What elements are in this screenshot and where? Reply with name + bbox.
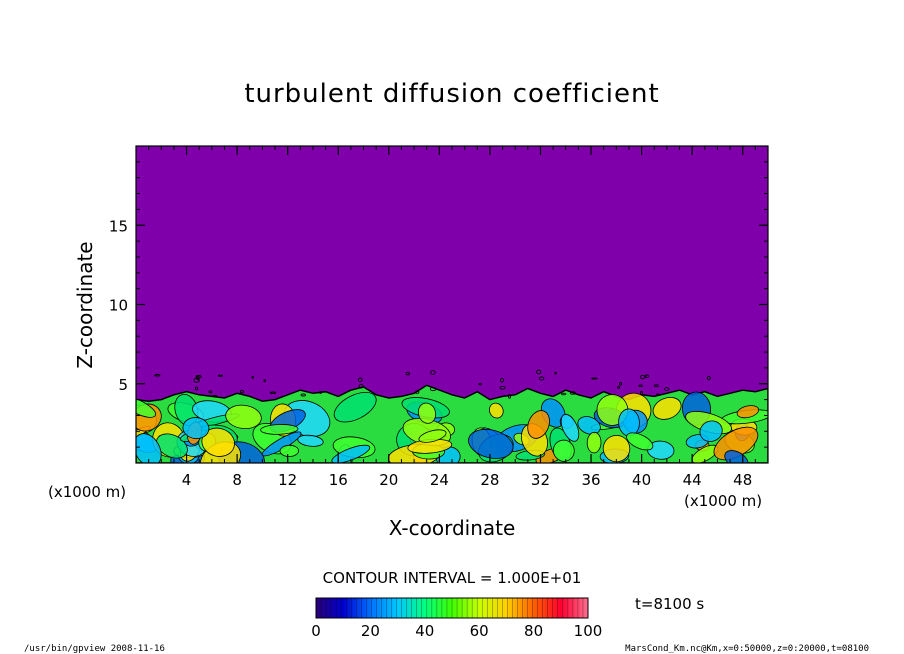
footer-left: /usr/bin/gpview 2008-11-16	[24, 644, 165, 654]
contour-ring	[405, 371, 411, 376]
colorbar-tick-label: 60	[470, 622, 489, 640]
contour-blob	[182, 417, 210, 440]
contour-blob	[560, 413, 580, 442]
contour-ring	[195, 375, 202, 379]
contour-ring	[538, 376, 545, 381]
y-ticks: 5 10 15	[109, 217, 768, 394]
contour-ring	[569, 391, 576, 395]
contour-ring	[638, 384, 643, 388]
colorbar-ticks: 0 20 40 60 80 100	[311, 622, 602, 640]
colorbar-tick-label: 40	[415, 622, 434, 640]
contour-interval-label: CONTOUR INTERVAL = 1.000E+01	[323, 569, 582, 587]
y-tick-label: 10	[109, 297, 128, 315]
x-tick-label: 12	[278, 471, 297, 489]
contour-blob	[297, 434, 324, 447]
contour-blob	[602, 434, 631, 463]
contour-ring	[239, 390, 245, 394]
plot-area	[135, 145, 769, 464]
contour-blob	[552, 439, 575, 462]
contour-ring	[499, 385, 506, 390]
contour-ring	[208, 390, 213, 394]
contour-blob	[652, 397, 682, 420]
colorbar-tick-label: 20	[361, 622, 380, 640]
contour-ring	[500, 377, 504, 383]
contour-ring	[616, 386, 621, 389]
contour-ring	[706, 375, 711, 381]
x-tick-label: 32	[531, 471, 550, 489]
x-tick-label: 40	[632, 471, 651, 489]
contour-ring	[319, 391, 322, 394]
contour-ring	[554, 371, 557, 375]
contour-blob	[468, 428, 514, 459]
x-tick-label: 8	[232, 471, 242, 489]
contour-ring	[619, 382, 623, 386]
contour-ring	[639, 375, 646, 380]
contour-ring	[536, 369, 542, 375]
time-label: t=8100 s	[635, 595, 704, 613]
contour-ring	[415, 390, 420, 394]
colorbar-stripes	[320, 598, 584, 618]
contour-ring	[640, 390, 643, 396]
x-tick-label: 16	[329, 471, 348, 489]
boundary-layer	[136, 369, 768, 463]
y-unit-label: (x1000 m)	[48, 483, 126, 501]
colorbar-tick-label: 100	[574, 622, 603, 640]
x-tick-label: 36	[581, 471, 600, 489]
contour-ring	[561, 392, 567, 396]
x-tick-label: 28	[480, 471, 499, 489]
contour-ring	[664, 387, 670, 391]
y-tick-label: 5	[118, 376, 128, 394]
contour-ring	[251, 375, 254, 379]
colorbar-tick-label: 0	[311, 622, 321, 640]
contour-blob	[156, 433, 188, 459]
contour-blob	[279, 444, 299, 457]
contour-blob	[136, 396, 157, 418]
contour-ring	[263, 379, 267, 383]
contour-ring	[429, 386, 437, 392]
contour-blob	[489, 402, 504, 419]
contour-blob	[136, 433, 162, 463]
contour-ring	[653, 384, 659, 388]
contour-blob	[699, 420, 723, 442]
contour-blob	[260, 424, 299, 435]
contour-ring	[300, 393, 307, 397]
contour-blob	[333, 391, 377, 423]
chart-title: turbulent diffusion coefficient	[244, 79, 659, 109]
contour-blob	[418, 429, 447, 443]
contour-blob	[577, 416, 601, 435]
x-unit-label: (x1000 m)	[684, 492, 762, 510]
contour-ring	[154, 374, 161, 377]
colorbar-tick-label: 80	[524, 622, 543, 640]
x-tick-label: 20	[379, 471, 398, 489]
contour-blob	[586, 431, 602, 454]
contour-blob	[527, 410, 550, 439]
contour-ring	[269, 391, 277, 394]
contour-ring	[194, 386, 199, 391]
contour-blob	[331, 444, 371, 463]
contour-ring	[430, 370, 436, 375]
x-ticks: 4 8 12 16 20 24 28 32 36 40 44 48	[182, 146, 752, 489]
contour-blob	[626, 432, 654, 451]
contour-ring	[478, 382, 482, 386]
contour-ring	[357, 377, 363, 382]
contour-blob	[736, 405, 760, 419]
contour-ring	[358, 383, 364, 389]
contour-ring	[211, 394, 218, 398]
contour-ring	[217, 374, 223, 377]
contour-ring	[656, 393, 660, 396]
contour-ring	[591, 377, 598, 380]
contour-blob	[417, 402, 437, 424]
x-axis-label: X-coordinate	[389, 516, 516, 540]
x-tick-label: 4	[182, 471, 192, 489]
x-tick-label: 24	[430, 471, 449, 489]
y-axis-label: Z-coordinate	[73, 241, 97, 368]
x-tick-label: 44	[683, 471, 702, 489]
contour-blob	[225, 404, 262, 430]
x-tick-label: 48	[733, 471, 752, 489]
contour-ring	[507, 393, 512, 399]
y-tick-label: 15	[109, 217, 128, 235]
footer-right: MarsCond_Km.nc@Km,x=0:50000,z=0:20000,t=…	[625, 644, 869, 654]
